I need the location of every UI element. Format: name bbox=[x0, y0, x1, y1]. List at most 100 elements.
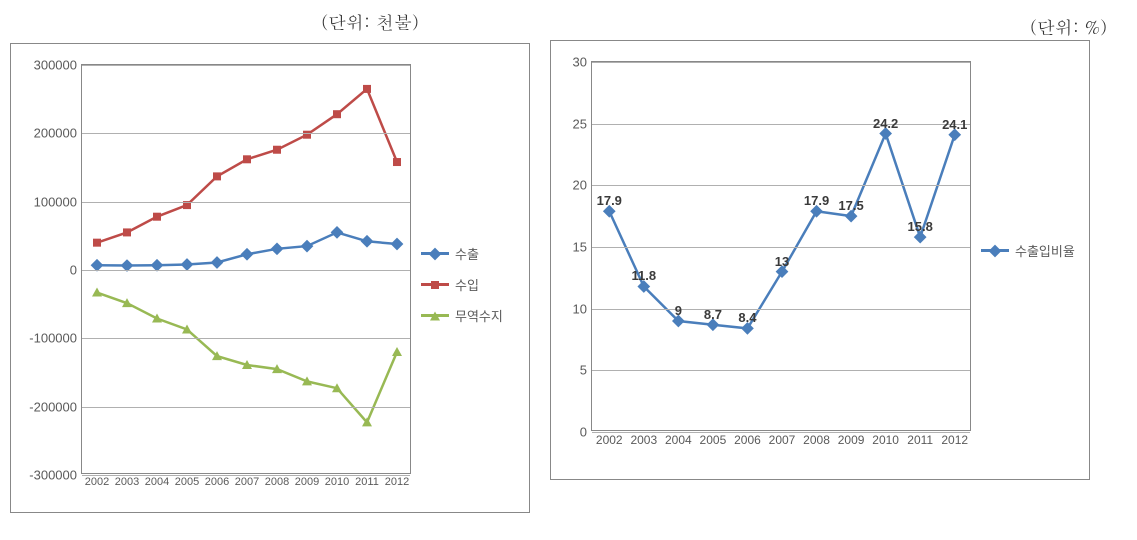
series-marker bbox=[303, 131, 311, 139]
gridline bbox=[592, 124, 970, 125]
series-marker bbox=[213, 172, 221, 180]
series-marker bbox=[211, 256, 224, 269]
data-label: 24.2 bbox=[873, 116, 898, 131]
y-tick-label: 20 bbox=[573, 178, 592, 193]
x-tick-label: 2006 bbox=[734, 430, 761, 447]
gridline bbox=[82, 338, 410, 339]
data-label: 9 bbox=[675, 303, 682, 318]
x-tick-label: 2009 bbox=[838, 430, 865, 447]
x-tick-label: 2010 bbox=[872, 430, 899, 447]
series-marker bbox=[123, 228, 131, 236]
y-tick-label: 300000 bbox=[34, 58, 82, 73]
series-marker bbox=[271, 242, 284, 255]
x-tick-label: 2008 bbox=[803, 430, 830, 447]
legend-item: 수입 bbox=[421, 275, 503, 294]
series-marker bbox=[301, 240, 314, 253]
series-line bbox=[97, 89, 397, 243]
series-marker bbox=[153, 213, 161, 221]
x-tick-label: 2005 bbox=[175, 473, 199, 488]
legend-label: 수출 bbox=[455, 244, 479, 263]
left-plot-area: -300000-200000-1000000100000200000300000… bbox=[81, 64, 411, 474]
series-marker bbox=[361, 235, 374, 248]
x-tick-label: 2007 bbox=[769, 430, 796, 447]
y-tick-label: -100000 bbox=[29, 331, 82, 346]
gridline bbox=[82, 202, 410, 203]
x-tick-label: 2006 bbox=[205, 473, 229, 488]
y-tick-label: 15 bbox=[573, 240, 592, 255]
y-tick-label: 30 bbox=[573, 55, 592, 70]
x-tick-label: 2012 bbox=[941, 430, 968, 447]
right-legend: 수출입비율 bbox=[981, 241, 1075, 272]
series-marker bbox=[393, 158, 401, 166]
legend-item: 수출 bbox=[421, 244, 503, 263]
y-tick-label: 200000 bbox=[34, 126, 82, 141]
x-tick-label: 2002 bbox=[596, 430, 623, 447]
data-label: 17.5 bbox=[838, 198, 863, 213]
data-label: 15.8 bbox=[908, 219, 933, 234]
x-tick-label: 2004 bbox=[145, 473, 169, 488]
series-marker bbox=[181, 258, 194, 271]
series-marker bbox=[333, 110, 341, 118]
x-tick-label: 2009 bbox=[295, 473, 319, 488]
y-tick-label: 100000 bbox=[34, 194, 82, 209]
data-label: 11.8 bbox=[632, 268, 657, 283]
gridline bbox=[592, 370, 970, 371]
y-tick-label: 10 bbox=[573, 301, 592, 316]
y-tick-label: 0 bbox=[580, 425, 592, 440]
data-label: 8.7 bbox=[704, 307, 722, 322]
x-tick-label: 2011 bbox=[355, 473, 379, 488]
y-tick-label: 0 bbox=[70, 263, 82, 278]
data-label: 8.4 bbox=[738, 310, 756, 325]
x-tick-label: 2011 bbox=[907, 430, 933, 447]
x-tick-label: 2003 bbox=[630, 430, 657, 447]
x-tick-label: 2008 bbox=[265, 473, 289, 488]
series-line bbox=[97, 293, 397, 423]
right-chart: 0 5 10 15 20 25 30 2002 2003 2004 2005 2006 2007 2008… bbox=[550, 40, 1090, 480]
left-chart: -300000 -200000 -100000 0 100000 200000 300000… bbox=[10, 43, 530, 513]
data-label: 24.1 bbox=[942, 117, 967, 132]
x-tick-label: 2012 bbox=[385, 473, 409, 488]
y-tick-label: -300000 bbox=[29, 468, 82, 483]
series-marker bbox=[363, 85, 371, 93]
right-chart-wrapper: 0 5 10 15 20 25 30 2002 2003 2004 2005 2006 2007 2008… bbox=[550, 40, 1090, 513]
series-marker bbox=[92, 288, 102, 297]
series-marker bbox=[241, 248, 254, 261]
gridline bbox=[82, 65, 410, 66]
right-plot-area: 0510152025302002200320042005200620072008… bbox=[591, 61, 971, 431]
series-line bbox=[609, 134, 954, 329]
x-tick-label: 2005 bbox=[700, 430, 727, 447]
series-marker bbox=[243, 155, 251, 163]
gridline bbox=[592, 309, 970, 310]
data-label: 17.9 bbox=[804, 193, 829, 208]
left-legend: 수출수입무역수지 bbox=[421, 244, 503, 337]
gridline bbox=[592, 247, 970, 248]
left-unit-label: (단위: 천불) bbox=[210, 10, 530, 35]
data-label: 13 bbox=[775, 254, 789, 269]
series-marker bbox=[331, 226, 344, 239]
legend-item: 수출입비율 bbox=[981, 241, 1075, 260]
series-marker bbox=[391, 238, 404, 251]
y-tick-label: 25 bbox=[573, 116, 592, 131]
gridline bbox=[592, 62, 970, 63]
x-tick-label: 2002 bbox=[85, 473, 109, 488]
legend-item: 무역수지 bbox=[421, 306, 503, 325]
legend-label: 수입 bbox=[455, 275, 479, 294]
y-tick-label: -200000 bbox=[29, 399, 82, 414]
series-marker bbox=[93, 239, 101, 247]
series-marker bbox=[392, 347, 402, 356]
gridline bbox=[82, 133, 410, 134]
gridline bbox=[592, 185, 970, 186]
legend-label: 수출입비율 bbox=[1015, 241, 1075, 260]
gridline bbox=[82, 407, 410, 408]
left-chart-wrapper: (단위: 천불) -300000 -200000 -100000 0 100000 200… bbox=[10, 10, 530, 513]
right-unit-label: (단위: %) bbox=[1030, 15, 1107, 40]
legend-label: 무역수지 bbox=[455, 306, 503, 325]
data-label: 17.9 bbox=[597, 193, 622, 208]
x-tick-label: 2003 bbox=[115, 473, 139, 488]
x-tick-label: 2010 bbox=[325, 473, 349, 488]
gridline bbox=[82, 270, 410, 271]
series-marker bbox=[273, 146, 281, 154]
x-tick-label: 2004 bbox=[665, 430, 692, 447]
x-tick-label: 2007 bbox=[235, 473, 259, 488]
y-tick-label: 5 bbox=[580, 363, 592, 378]
